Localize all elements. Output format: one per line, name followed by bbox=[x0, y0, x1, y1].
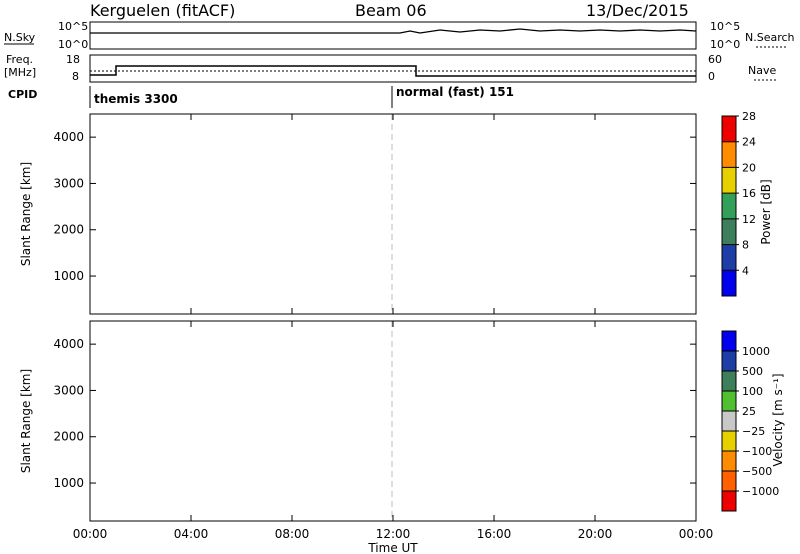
power-cbar-label: Power [dB] bbox=[759, 179, 773, 244]
colorbar-swatch bbox=[722, 141, 736, 168]
cpid-label: CPID bbox=[8, 88, 37, 101]
sky-tick-bottom: 10^0 bbox=[58, 38, 88, 51]
search-tick-bottom: 10^0 bbox=[710, 38, 740, 51]
colorbar-tick-label: 4 bbox=[742, 264, 749, 277]
search-tick-top: 10^5 bbox=[710, 20, 740, 33]
freq-tick-bottom: 8 bbox=[72, 70, 79, 83]
colorbar-swatch bbox=[722, 116, 736, 143]
freq-nave-panel: Freq. [MHz] 18 8 60 0 Nave bbox=[4, 53, 776, 83]
colorbar-swatch bbox=[722, 167, 736, 194]
sky-label: N.Sky bbox=[4, 31, 36, 44]
freq-label-2: [MHz] bbox=[4, 66, 36, 79]
colorbar-tick-label: 16 bbox=[742, 187, 756, 200]
station-title: Kerguelen (fitACF) bbox=[90, 1, 235, 20]
sky-tick-top: 10^5 bbox=[58, 20, 88, 33]
power-colorbar: 4 8 12 16 20 24 28 bbox=[721, 110, 756, 297]
freq-label-1: Freq. bbox=[6, 53, 33, 66]
cpid-row: CPID themis 3300 normal (fast) 151 bbox=[8, 85, 514, 108]
power-ylabel: Slant Range [km] bbox=[19, 162, 33, 266]
colorbar-swatch bbox=[722, 193, 736, 220]
range-tick-label: 3000 bbox=[53, 176, 84, 190]
date-title: 13/Dec/2015 bbox=[586, 1, 689, 20]
freq-line bbox=[90, 65, 696, 77]
colorbar-tick-label: 20 bbox=[742, 161, 756, 174]
colorbar-tick-label: 24 bbox=[742, 136, 756, 149]
colorbar-tick-label: 8 bbox=[742, 239, 749, 252]
range-tick-label: 1000 bbox=[53, 269, 84, 283]
range-tick-label: 4000 bbox=[53, 130, 84, 144]
freq-tick-top: 18 bbox=[66, 53, 80, 66]
colorbar-swatch bbox=[722, 244, 736, 271]
colorbar-tick-label: 28 bbox=[742, 110, 756, 123]
beam-title: Beam 06 bbox=[355, 1, 427, 20]
colorbar-tick-label: 12 bbox=[742, 213, 756, 226]
nave-tick-top: 60 bbox=[708, 53, 722, 66]
nave-tick-bottom: 0 bbox=[708, 70, 715, 83]
sky-search-panel: N.Sky 10^5 10^0 10^5 10^0 N.Search bbox=[4, 20, 795, 51]
power-panel: 1000 2000 3000 4000 Slant Range [km] 4 8 12 16… bbox=[19, 110, 773, 315]
nave-label: Nave bbox=[748, 64, 776, 77]
colorbar-swatch bbox=[722, 270, 736, 297]
colorbar-swatch bbox=[722, 218, 736, 246]
range-tick-label: 2000 bbox=[53, 223, 84, 237]
sky-noise-line bbox=[90, 28, 697, 34]
search-label: N.Search bbox=[745, 31, 795, 44]
cpid-segment-1: themis 3300 bbox=[94, 92, 178, 106]
cpid-segment-2: normal (fast) 151 bbox=[396, 85, 514, 99]
